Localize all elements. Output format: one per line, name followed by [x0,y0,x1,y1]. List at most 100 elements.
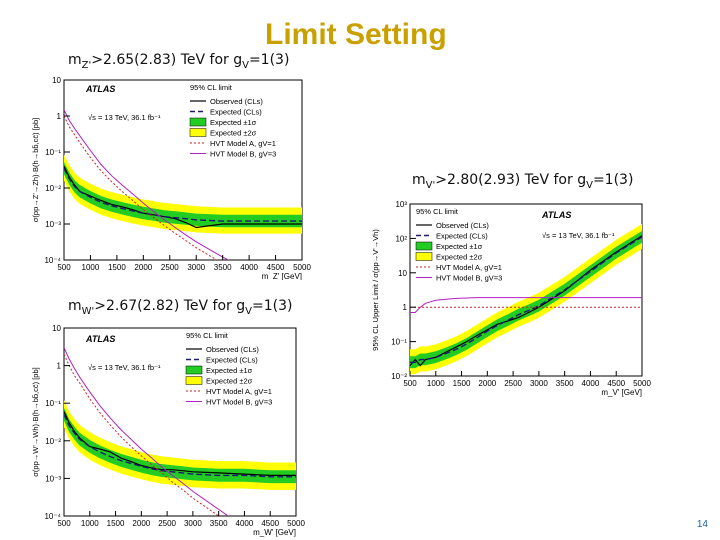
legend-header: 95% CL limit [416,207,459,216]
expected-line [410,236,642,363]
x-tick-label: 1500 [107,519,125,528]
x-tick-label: 1000 [427,379,445,388]
y-tick-label: 10⁻⁴ [44,256,61,265]
x-tick-label: 5000 [287,519,305,528]
legend-swatch [415,241,433,251]
x-tick-label: 4500 [261,519,279,528]
y-tick-label: 10³ [395,200,407,209]
legend-swatch [185,376,203,385]
x-tick-label: 4500 [267,263,285,272]
hvt-model-b-line [410,297,642,313]
legend-entry: Expected ±1σ [210,118,257,127]
caption-v-sub2: V [586,179,593,191]
expected-1sigma-band [64,162,302,228]
slide-title: Limit Setting [265,18,447,51]
y-tick-label: 1 [57,362,62,371]
caption-z-sub1: Z' [81,59,92,71]
y-tick-label: 10⁻³ [45,474,61,483]
legend-entry: HVT Model B, gV=3 [210,150,276,159]
caption-w-sub1: W' [81,305,95,317]
y-tick-label: 10⁻² [391,372,407,381]
expected-line [64,168,302,222]
y-axis-label: 95% CL Upper Limit / σ(pp→V'→Vh) [371,229,380,351]
energy-lumi-label: √s = 13 TeV, 36.1 fb⁻¹ [88,363,161,372]
legend-entry: Expected ±2σ [436,253,483,262]
caption-w-sub2: V [245,305,252,317]
legend-swatch [185,365,203,375]
legend-entry: Observed (CLs) [210,97,263,106]
observed-line [64,411,296,476]
y-tick-label: 10⁻¹ [391,338,407,347]
y-tick-label: 10⁻² [45,184,61,193]
legend-swatch [415,252,433,261]
y-tick-label: 10 [52,76,61,85]
x-tick-label: 3000 [184,519,202,528]
y-tick-label: 10⁻¹ [45,148,61,157]
expected-2sigma-band [64,400,296,490]
legend-entry: Expected ±1σ [206,366,253,375]
x-tick-label: 3500 [214,263,232,272]
legend-entry: HVT Model A, gV=1 [210,139,276,148]
x-tick-label: 4000 [236,519,254,528]
legend-entry: Expected ±1σ [436,242,483,251]
page-number: 14 [696,519,708,530]
x-tick-label: 4000 [240,263,258,272]
legend-entry: Expected ±2σ [210,129,257,138]
y-axis-label: σ(pp→Z'→Zh)·B(h→bb̄,cc̄) [pb] [31,118,40,222]
x-axis-label: m_Z' [GeV] [262,272,302,280]
x-tick-label: 5000 [633,379,651,388]
observed-line [410,235,642,367]
legend-entry: Observed (CLs) [436,221,489,230]
x-tick-label: 1500 [453,379,471,388]
caption-z-pre: m [68,52,82,68]
x-tick-label: 3000 [187,263,205,272]
caption-v-pre: m [412,172,426,188]
energy-lumi-label: √s = 13 TeV, 36.1 fb⁻¹ [88,113,161,122]
caption-z-sub2: V [242,59,249,71]
x-tick-label: 2000 [132,519,150,528]
chart-vprime-limit: 500 1000 1500 2000 2500 3000 3500 4000 4500 5000 1… [371,200,651,397]
x-tick-label: 2500 [158,519,176,528]
y-tick-label: 10² [395,234,407,243]
legend-entry: Expected (CLs) [206,356,258,365]
legend-entry: Expected ±2σ [206,377,253,386]
atlas-label: ATLAS [541,210,571,220]
y-tick-label: 10 [52,324,61,333]
x-axis-label: m_W' [GeV] [253,528,296,537]
x-tick-label: 1000 [81,519,99,528]
x-tick-label: 2500 [161,263,179,272]
x-tick-label: 500 [403,379,417,388]
legend-entry: HVT Model B, gV=3 [436,274,502,283]
expected-2sigma-band [410,223,642,375]
x-tick-label: 500 [57,263,71,272]
caption-v-sub1: V' [425,179,436,191]
x-tick-label: 2000 [134,263,152,272]
chart-zprime-limit: 500 1000 1500 2000 2500 3000 3500 4000 4500 5000 1… [31,76,311,280]
caption-v-mid: >2.80(2.93) TeV for g [435,172,587,188]
hvt-model-b-line [64,347,230,516]
x-tick-label: 2000 [478,379,496,388]
energy-lumi-label: √s = 13 TeV, 36.1 fb⁻¹ [542,231,615,240]
x-tick-label: 4500 [607,379,625,388]
caption-w-limit: mW'>2.67(2.82) TeV for gV=1(3) [68,298,292,317]
caption-w-pre: m [68,298,82,314]
legend-swatch [189,128,207,137]
x-tick-label: 1000 [82,263,100,272]
hvt-model-a-line [64,354,220,516]
x-axis-label: m_V' [GeV] [601,388,642,397]
expected-1sigma-band [64,407,296,484]
atlas-label: ATLAS [85,84,115,94]
y-tick-label: 10⁻² [45,437,61,446]
expected-line [64,414,296,478]
y-tick-label: 10⁻⁴ [44,512,61,521]
legend-entry: Expected (CLs) [210,108,262,117]
legend-entry: Observed (CLs) [206,345,259,354]
legend-header: 95% CL limit [186,331,229,340]
x-tick-label: 2500 [504,379,522,388]
legend-header: 95% CL limit [190,83,233,92]
y-tick-label: 10⁻³ [45,220,61,229]
x-tick-label: 3000 [530,379,548,388]
legend-entry: Expected (CLs) [436,232,488,241]
caption-z-limit: mZ'>2.65(2.83) TeV for gV=1(3) [68,52,289,71]
caption-z-post: =1(3) [248,52,290,68]
